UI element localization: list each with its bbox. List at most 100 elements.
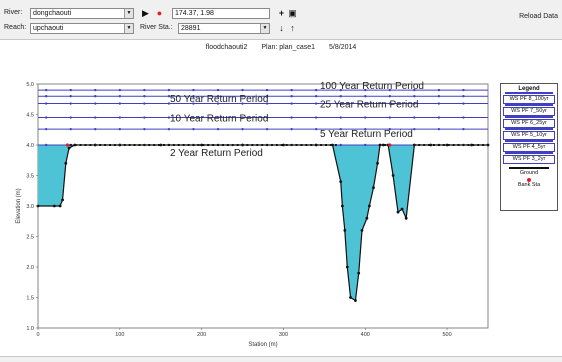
ground-marker (84, 144, 87, 146)
ws-marker (216, 127, 220, 131)
legend-bank-label: Bank Sta (517, 182, 541, 188)
ground-point (345, 265, 349, 269)
river-sta-select[interactable]: 28891 ▼ (178, 23, 270, 34)
toolbar: River: dongchaouti ▼ ▶ ● 174.37, 1.98 + … (0, 0, 562, 40)
ws-marker (265, 116, 269, 119)
ws-marker (339, 143, 342, 147)
ground-marker (329, 144, 332, 146)
chevron-down-icon[interactable]: ▼ (124, 24, 133, 33)
ground-marker (212, 144, 215, 146)
ws-marker (241, 116, 244, 119)
ground-line-swatch (509, 167, 549, 169)
ws-marker (69, 102, 72, 105)
add-icon[interactable]: + (278, 8, 285, 18)
y-tick-label: 2.5 (26, 235, 34, 241)
ws-marker (265, 102, 269, 105)
ws-marker (94, 116, 97, 119)
ground-marker (300, 144, 303, 146)
legend-items: WS PF 8_100yr WS PF 7_50yr WS PF 6_25yr WS … (501, 92, 557, 164)
return-period-label: 100 Year Return Period (320, 81, 424, 92)
ws-marker (192, 127, 195, 131)
ws-marker (44, 102, 48, 105)
ws-marker (44, 95, 48, 98)
plot-plan: Plan: plan_case1 (261, 44, 316, 51)
ws-marker (118, 127, 122, 131)
arrow-down-icon[interactable]: ↓ (279, 23, 284, 33)
coords-value: 174.37, 1.98 (175, 10, 214, 17)
play-icon[interactable]: ▶ (142, 8, 149, 18)
ground-point (400, 207, 404, 211)
ground-marker (442, 144, 445, 146)
legend-swatch (505, 104, 553, 106)
legend: Legend WS PF 8_100yr WS PF 7_50yr WS PF 6_… (500, 83, 558, 211)
ws-marker (167, 102, 171, 105)
ws-marker (192, 116, 195, 119)
ground-marker (477, 144, 480, 146)
ws-marker (69, 95, 72, 98)
ground-marker (123, 144, 126, 146)
ground-marker (202, 144, 205, 146)
ground-marker (153, 144, 156, 146)
ground-marker (231, 144, 234, 146)
ws-marker (462, 116, 465, 119)
ws-marker (364, 95, 367, 98)
ws-marker (364, 102, 367, 105)
x-tick-label: 500 (442, 332, 451, 338)
ws-marker (216, 88, 220, 92)
ground-point (58, 204, 62, 208)
ground-marker (266, 144, 269, 146)
ground-marker (452, 144, 455, 146)
ground-marker (143, 144, 146, 146)
ground-point (367, 204, 371, 208)
ground-marker (472, 144, 475, 146)
ws-marker (290, 88, 293, 92)
ground-marker (109, 144, 111, 146)
chevron-down-icon[interactable]: ▼ (260, 24, 269, 33)
ground-marker (275, 144, 278, 146)
return-period-label: 10 Year Return Period (170, 114, 268, 125)
ground-point (357, 271, 361, 275)
reach-select[interactable]: upchaouti ▼ (30, 23, 134, 34)
ws-marker (339, 116, 342, 119)
chevron-down-icon[interactable]: ▼ (124, 9, 133, 18)
river-sta-label: River Sta.: (140, 24, 173, 31)
legend-swatch (505, 140, 553, 142)
coords-field[interactable]: 174.37, 1.98 (172, 8, 270, 19)
x-tick-label: 0 (36, 332, 39, 338)
ws-marker (413, 127, 416, 131)
river-select[interactable]: dongchaouti ▼ (30, 8, 134, 19)
ground-marker (251, 144, 254, 146)
ground-marker (236, 144, 239, 146)
ws-marker (94, 88, 97, 92)
ground-marker (413, 144, 416, 146)
ws-marker (339, 102, 342, 105)
legend-item-label: WS PF 3_2yr (503, 155, 555, 164)
ground-marker (192, 144, 195, 146)
ground-marker (457, 144, 460, 146)
ground-marker (433, 144, 435, 146)
reload-data-button[interactable]: Reload Data (519, 13, 558, 20)
ws-marker (167, 116, 171, 119)
ws-marker (265, 127, 269, 131)
ws-marker (94, 127, 97, 131)
ground-marker (94, 144, 97, 146)
legend-item: WS PF 6_25yr (501, 116, 557, 128)
arrow-up-icon[interactable]: ↑ (290, 23, 295, 33)
ws-marker (118, 116, 122, 119)
ground-marker (334, 144, 337, 146)
ws-marker (265, 88, 269, 92)
ground-point (360, 229, 364, 232)
legend-title: Legend (518, 86, 540, 92)
cross-section-chart: 1.0 1.5 2.0 2.5 3.0 3.5 4.0 4.5 5.0 0 100 200 300 400… (16, 81, 490, 348)
ws-marker (388, 102, 392, 105)
ws-marker (241, 102, 244, 105)
ws-marker (44, 143, 48, 147)
record-icon[interactable]: ● (156, 8, 163, 18)
return-period-label: 5 Year Return Period (320, 129, 413, 140)
plot-title: floodchaouti2 Plan: plan_case1 5/8/2014 (0, 44, 562, 51)
ground-marker (256, 144, 259, 146)
ground-marker (207, 144, 210, 146)
y-tick-label: 1.5 (26, 296, 34, 302)
camera-icon[interactable]: ▣ (288, 8, 297, 18)
window-bottom-edge (0, 356, 562, 362)
